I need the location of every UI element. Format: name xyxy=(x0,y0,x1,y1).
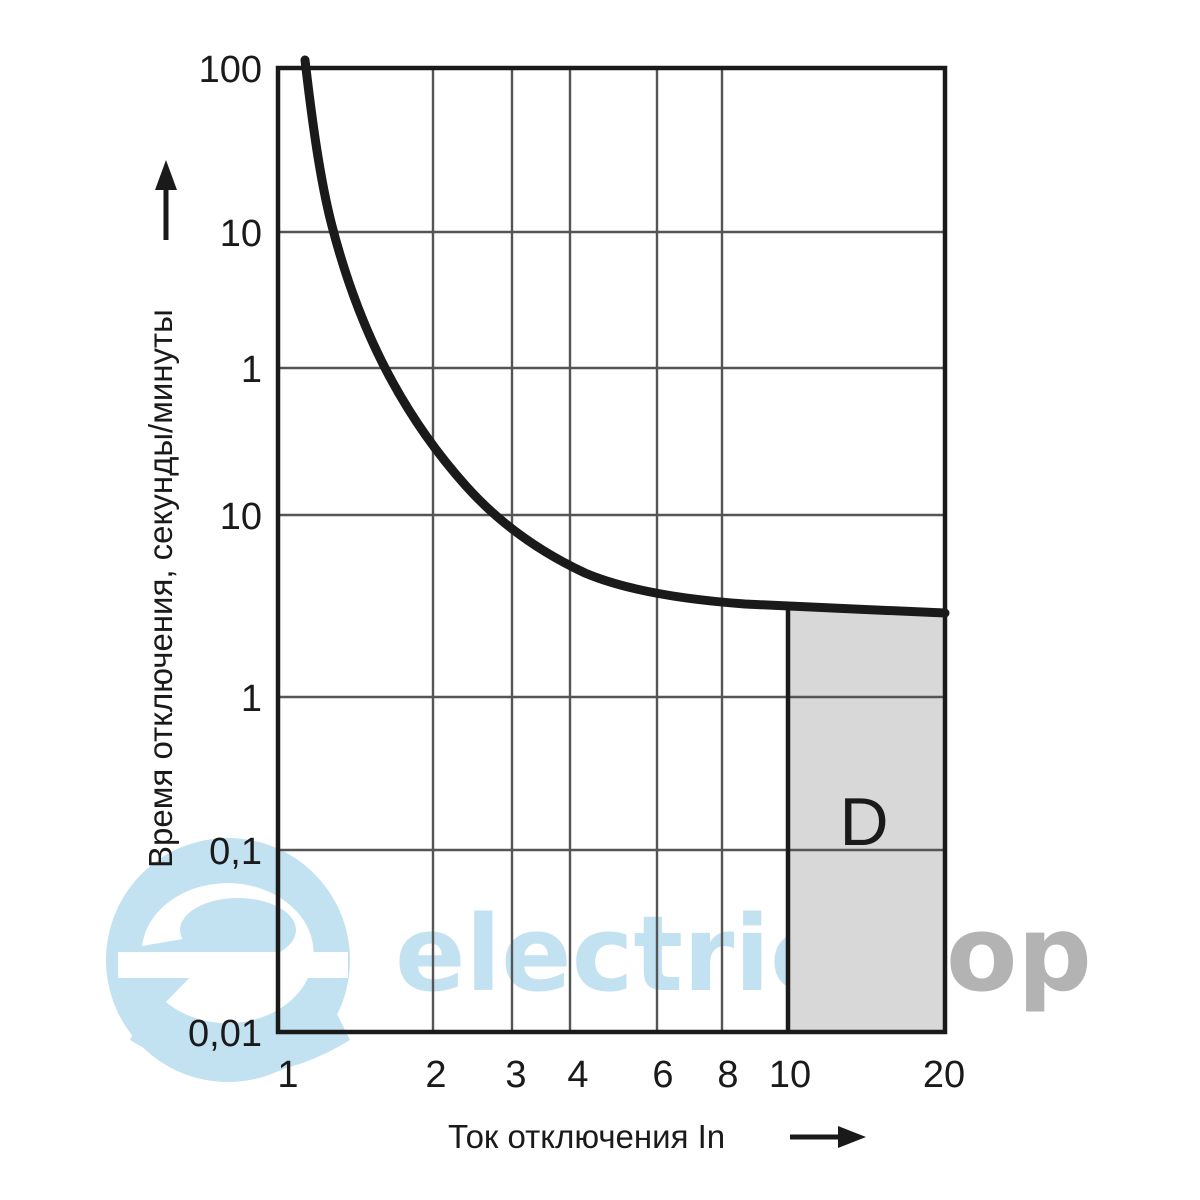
x-tick-label-10: 10 xyxy=(769,1054,811,1096)
y-tick-label-100: 100 xyxy=(199,49,262,91)
zone-d-label: D xyxy=(839,784,888,860)
plot-frame xyxy=(275,65,948,1035)
y-tick-label-1s: 1 xyxy=(241,678,262,720)
y-tick-label-10min: 10 xyxy=(220,213,262,255)
y-tick-label-01s: 0,1 xyxy=(209,831,262,873)
y-axis-arrow-icon xyxy=(155,160,177,240)
x-tick-label-3: 3 xyxy=(505,1054,526,1096)
watermark-logo-icon xyxy=(106,838,350,1082)
x-axis-title: Ток отключения In xyxy=(448,1118,725,1155)
x-tick-label-4: 4 xyxy=(567,1054,588,1096)
y-axis-title: Время отключения, секунды/минуты xyxy=(142,309,179,868)
x-axis-arrow-icon xyxy=(790,1126,866,1148)
y-tick-label-1min: 1 xyxy=(241,349,262,391)
x-tick-label-6: 6 xyxy=(652,1054,673,1096)
x-tick-label-1: 1 xyxy=(277,1054,298,1096)
x-tick-label-8: 8 xyxy=(717,1054,738,1096)
x-tick-label-20: 20 xyxy=(923,1054,965,1096)
x-tick-label-2: 2 xyxy=(425,1054,446,1096)
zone-d-shaded-region xyxy=(788,604,945,1032)
y-tick-label-001s: 0,01 xyxy=(188,1013,262,1055)
y-tick-label-10s: 10 xyxy=(220,496,262,538)
tripping-curve-line xyxy=(300,55,950,618)
